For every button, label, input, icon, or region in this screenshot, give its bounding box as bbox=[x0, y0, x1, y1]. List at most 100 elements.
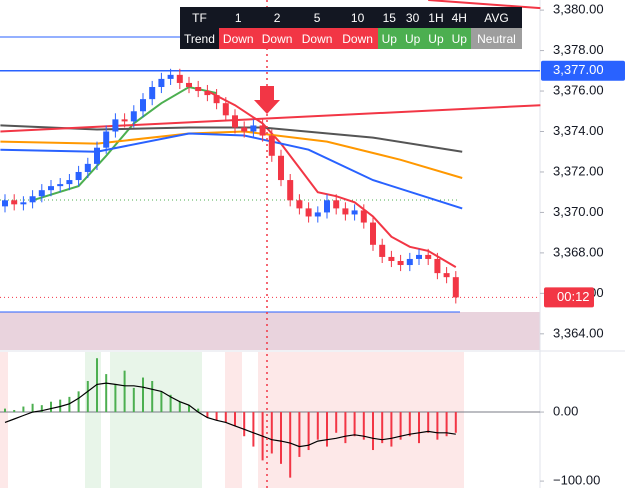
y-tick-label: 3,364.00 bbox=[553, 325, 604, 340]
candle-body bbox=[333, 200, 340, 209]
candle-body bbox=[84, 163, 91, 172]
candle-body bbox=[406, 258, 413, 266]
hist-bar bbox=[234, 412, 236, 426]
candle-body bbox=[287, 180, 294, 201]
trend-table: TF 1 2 5 10 15 30 1H 4H AVG Trend Down D… bbox=[180, 7, 522, 49]
cell: 1 bbox=[218, 7, 258, 28]
hist-bar bbox=[252, 412, 255, 447]
hist-bar bbox=[399, 412, 402, 440]
candle-body bbox=[140, 99, 146, 112]
hist-bar bbox=[77, 391, 80, 413]
hist-bar bbox=[169, 394, 172, 413]
cell: 4H bbox=[447, 7, 471, 28]
hist-bar bbox=[68, 396, 71, 413]
hist-bar bbox=[224, 412, 227, 423]
candle-body bbox=[360, 210, 367, 223]
candle-body bbox=[416, 254, 422, 259]
price-badge bbox=[541, 60, 625, 81]
cell: 30 bbox=[400, 7, 425, 28]
hist-bar bbox=[390, 412, 393, 447]
hist-bar bbox=[280, 412, 282, 464]
hist-bar bbox=[427, 412, 430, 433]
price-label: 3,377.00 bbox=[553, 62, 604, 77]
cell: Up bbox=[424, 28, 448, 49]
shade bbox=[258, 352, 464, 488]
candle-body bbox=[29, 196, 36, 203]
ma-line bbox=[206, 90, 457, 268]
hist-bar bbox=[408, 412, 411, 437]
y-tick-label: 3,368.00 bbox=[553, 244, 604, 259]
hist-bar bbox=[335, 412, 338, 433]
y-tick-label: 3,376.00 bbox=[553, 82, 604, 97]
hist-bar bbox=[381, 412, 384, 444]
candle-body bbox=[232, 115, 238, 128]
candle-body bbox=[38, 190, 45, 197]
candle-body bbox=[268, 135, 275, 156]
cell: Neutral bbox=[470, 28, 522, 49]
ma-line bbox=[0, 104, 541, 133]
candle-body bbox=[167, 74, 174, 79]
candle-body bbox=[305, 208, 312, 217]
y-tick-label: 3,370.00 bbox=[553, 204, 604, 219]
cell: Up bbox=[447, 28, 471, 49]
hist-bar bbox=[59, 399, 62, 413]
candle-body bbox=[296, 200, 303, 209]
candle-body bbox=[259, 125, 266, 136]
candle-body bbox=[186, 82, 192, 87]
y-tick-label: 3,374.00 bbox=[553, 123, 604, 138]
signal-line bbox=[4, 382, 456, 448]
hist-bar bbox=[31, 403, 34, 413]
candle-body bbox=[103, 131, 110, 148]
hist-bar bbox=[114, 384, 117, 413]
hist-bar bbox=[105, 374, 108, 413]
candle-body bbox=[195, 86, 202, 92]
hist-bar bbox=[123, 370, 126, 413]
ma-line bbox=[428, 0, 541, 10]
hist-bar bbox=[243, 412, 246, 437]
candle-body bbox=[388, 256, 395, 261]
y-tick-label: 3,378.00 bbox=[553, 42, 604, 57]
hist-bar bbox=[142, 377, 144, 413]
arrow bbox=[254, 86, 280, 114]
hist-bar bbox=[445, 412, 448, 437]
candle-body bbox=[204, 91, 211, 96]
candle-body bbox=[57, 184, 64, 187]
candle-body bbox=[149, 86, 156, 100]
candle-body bbox=[176, 74, 183, 83]
hist-bar bbox=[50, 401, 52, 413]
candle-body bbox=[342, 208, 349, 215]
hist-bar bbox=[13, 409, 16, 413]
candle-body bbox=[121, 119, 128, 122]
candle-body bbox=[370, 222, 376, 245]
candle-body bbox=[314, 212, 321, 217]
hist-bar bbox=[436, 412, 439, 440]
cell: 15 bbox=[377, 7, 401, 28]
hist-bar bbox=[188, 405, 190, 413]
hist-bar bbox=[160, 391, 163, 413]
cell: 2 bbox=[257, 7, 297, 28]
candle-body bbox=[20, 202, 27, 205]
hist-bar bbox=[215, 412, 218, 421]
candle-body bbox=[213, 95, 220, 104]
hist-bar bbox=[307, 412, 310, 451]
hist-bar bbox=[4, 408, 6, 413]
trend-row: Trend Down Down Down Down Up Up Up Up Ne… bbox=[180, 28, 522, 49]
candle-body bbox=[112, 119, 119, 132]
countdown: 00:12 bbox=[557, 289, 590, 304]
cell: Down bbox=[218, 28, 258, 49]
cell: Down bbox=[296, 28, 338, 49]
candle-body bbox=[397, 260, 404, 266]
hist-bar bbox=[298, 412, 301, 457]
hist-bar bbox=[316, 412, 319, 440]
candle-body bbox=[2, 200, 8, 207]
candle-body bbox=[379, 244, 386, 257]
candle-body bbox=[94, 147, 100, 164]
y-tick-label: 3,372.00 bbox=[553, 163, 604, 178]
candle-body bbox=[222, 103, 229, 116]
candle-body bbox=[75, 171, 82, 181]
zone bbox=[0, 312, 540, 350]
hist-bar bbox=[454, 412, 457, 433]
last-price-badge bbox=[544, 287, 594, 308]
shade bbox=[0, 352, 8, 488]
